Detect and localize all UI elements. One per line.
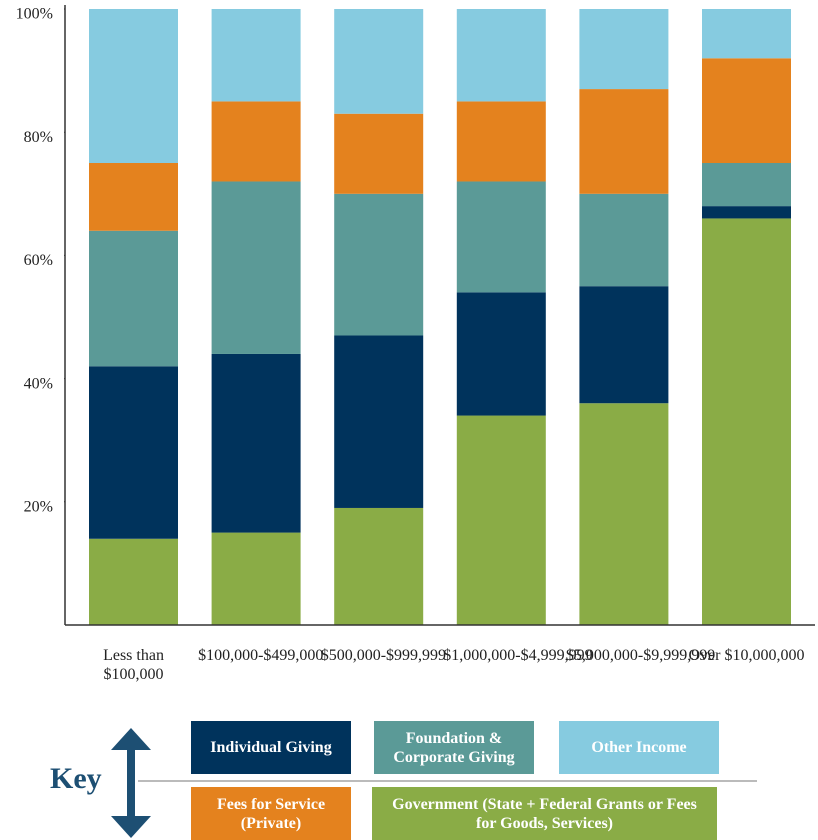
key-arrow-head [111, 816, 151, 838]
x-tick-label: $5,000,000-$9,999,999 [565, 647, 716, 664]
y-tick-label: 80% [24, 129, 53, 146]
y-tick-label: 20% [24, 498, 53, 515]
x-tick-label: Over $10,000,000 [688, 647, 805, 664]
y-tick-label: 60% [24, 252, 53, 269]
bar-segment [89, 163, 178, 231]
bar-segment [702, 9, 791, 59]
bar-segment [702, 163, 791, 207]
bar-segment [456, 292, 546, 416]
legend-entry: Individual Giving [191, 721, 351, 774]
y-tick-label: 40% [24, 375, 53, 392]
legend-entry: Government (State + Federal Grants or Fe… [372, 787, 717, 840]
bar-segment [334, 113, 424, 194]
bar-segment [702, 218, 791, 625]
x-tick-label: $1,000,000-$4,999,999 [443, 647, 593, 664]
bar-segment [579, 89, 669, 194]
bar-segment [211, 9, 301, 102]
x-tick-label: $500,000-$999,999 [320, 647, 447, 664]
bar-segment [211, 101, 301, 182]
y-tick-label: 100% [16, 6, 53, 23]
bar-segment [702, 206, 791, 219]
bar-segment [89, 366, 178, 539]
bar-segment [456, 415, 546, 625]
bar-segment [211, 353, 301, 533]
legend-title: Key [50, 762, 102, 795]
bar-segment [89, 538, 178, 625]
bar-segment [579, 403, 669, 625]
bar-segment [579, 9, 669, 90]
x-tick-label: $100,000-$499,000 [198, 647, 324, 664]
bar-segment [334, 9, 424, 114]
legend-entry: Fees for Service (Private) [191, 787, 351, 840]
bar-segment [579, 286, 669, 404]
bar-segment [334, 335, 424, 508]
bar-segment [211, 532, 301, 625]
bar-segment [456, 101, 546, 182]
bar-segment [334, 193, 424, 336]
bar-segment [456, 181, 546, 293]
bar-segment [334, 507, 424, 625]
bar-segment [579, 193, 669, 287]
bar-segment [89, 230, 178, 367]
key-arrow-head [111, 728, 151, 750]
bar-segment [211, 181, 301, 354]
bar-segment [456, 9, 546, 102]
legend-entry: Other Income [559, 721, 719, 774]
bar-segment [702, 58, 791, 163]
bar-segment [89, 9, 178, 163]
legend-entry: Foundation & Corporate Giving [374, 721, 534, 774]
x-tick-label: Less than $100,000 [103, 647, 164, 683]
